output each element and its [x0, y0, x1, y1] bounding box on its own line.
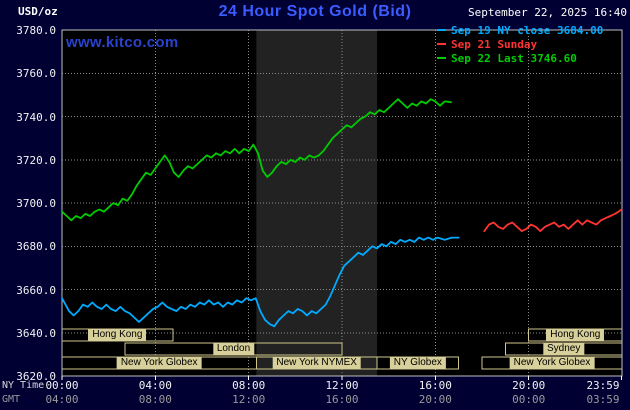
y-tick-label: 3780.0 — [16, 24, 56, 37]
x-tick-label-gmt: 03:59 — [586, 393, 620, 406]
legend-item-sep21: Sep 21 Sunday — [437, 37, 603, 51]
session-chip: New York Globex — [116, 357, 202, 369]
x-tick-label-gmt: 12:00 — [232, 393, 266, 406]
x-tick-label-nytime: 16:00 — [418, 379, 452, 392]
x-tick-label-gmt: 20:00 — [418, 393, 452, 406]
series-line-sep21 — [483, 208, 623, 233]
session-chip: New York NYMEX — [272, 357, 361, 369]
y-axis-unit-label: USD/oz — [18, 5, 58, 18]
x-tick-label-nytime: 04:00 — [138, 379, 172, 392]
session-chip: New York Globex — [509, 357, 595, 369]
chart-datetime: September 22, 2025 16:40 — [468, 6, 627, 19]
legend-label: Sep 19 NY close 3684.00 — [451, 23, 604, 37]
y-tick-label: 3740.0 — [16, 110, 56, 124]
x-tick-label-nytime: 12:00 — [325, 379, 359, 392]
legend-item-sep22: Sep 22 Last 3746.60 — [437, 51, 603, 65]
kitco-watermark-link[interactable]: www.kitco.com — [66, 34, 179, 51]
x-tick-label-nytime: 23:59 — [586, 379, 620, 392]
y-tick-label: 3660.0 — [16, 283, 56, 297]
page-title: 24 Hour Spot Gold (Bid) — [218, 3, 412, 20]
legend-item-sep19: Sep 19 NY close 3684.00 — [437, 23, 603, 37]
x-tick-label-nytime: 20:00 — [512, 379, 546, 392]
y-tick-label: 3700.0 — [16, 197, 56, 210]
session-chip: NY Globex — [389, 357, 446, 369]
session-chip: Hong Kong — [546, 329, 605, 341]
x-tick-label-gmt: 04:00 — [45, 393, 79, 406]
legend-label: Sep 22 Last 3746.60 — [451, 51, 577, 65]
x-tick-label-nytime: 00:00 — [45, 379, 79, 392]
y-tick-label: 3640.0 — [16, 326, 56, 340]
x-axis-label-gmt: GMT — [2, 394, 21, 405]
x-axis-label-nytime: NY Time — [2, 380, 45, 391]
series-line-sep22 — [61, 98, 452, 222]
y-tick-label: 3720.0 — [16, 153, 56, 167]
y-tick-label: 3620.0 — [16, 370, 56, 383]
legend-line-swatch — [437, 43, 446, 45]
y-tick-label: 3680.0 — [16, 240, 56, 254]
session-chip: Sydney — [542, 343, 585, 355]
session-chip: London — [212, 343, 255, 355]
x-tick-label-gmt: 00:00 — [512, 393, 546, 406]
x-tick-label-gmt: 16:00 — [325, 393, 359, 406]
x-tick-label-nytime: 08:00 — [232, 379, 266, 392]
x-tick-label-gmt: 08:00 — [138, 393, 172, 406]
series-line-sep19 — [61, 236, 460, 328]
legend-label: Sep 21 Sunday — [451, 37, 538, 51]
legend-line-swatch — [437, 57, 446, 59]
legend-line-swatch — [437, 29, 446, 31]
nymex-session-band — [256, 30, 377, 376]
session-chip: Hong Kong — [88, 329, 147, 341]
y-tick-label: 3760.0 — [16, 67, 56, 81]
legend: Sep 19 NY close 3684.00 Sep 21 Sunday Sep … — [437, 23, 603, 65]
